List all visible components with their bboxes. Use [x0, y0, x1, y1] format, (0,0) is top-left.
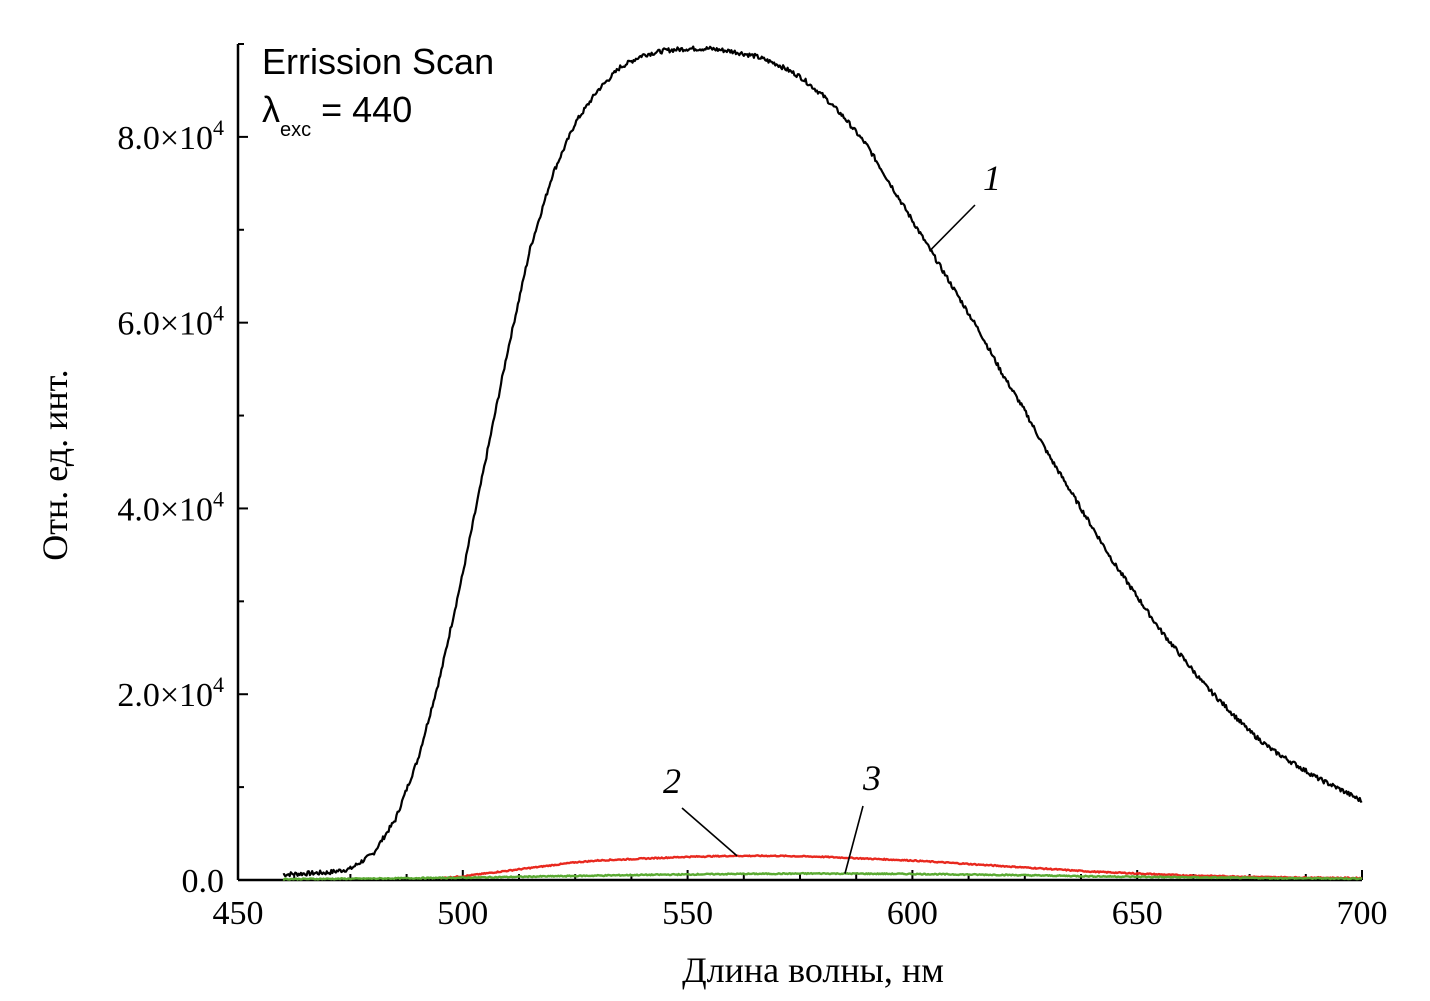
y-tick-label: 4.0×104 [117, 486, 224, 528]
y-tick-label: 8.0×104 [117, 115, 224, 157]
x-tick-label: 500 [437, 895, 488, 932]
tick-labels: 450 500 550 600 650 700 0.0 2.0×104 4.0×104 6.0×1… [117, 115, 1387, 932]
curve-label-1: 1 [983, 158, 1001, 198]
annotation-scan-title: Errission Scan [262, 41, 494, 82]
callout-leader-2 [681, 807, 738, 857]
annotation-excitation: λexc = 440 [262, 89, 412, 141]
y-tick-label: 0.0 [182, 863, 225, 900]
axes [236, 43, 1363, 882]
y-axis-label: Отн. ед. инт. [35, 369, 75, 560]
x-tick-label: 650 [1112, 895, 1163, 932]
curve-label-2: 2 [663, 761, 681, 801]
x-tick-label: 700 [1337, 895, 1388, 932]
series-line-3 [282, 871, 1363, 881]
y-tick-label: 6.0×104 [117, 301, 224, 343]
series-line-2 [439, 854, 1363, 880]
lambda-symbol: λ [262, 89, 280, 130]
curve-label-3: 3 [862, 758, 881, 798]
lambda-subscript: exc [280, 119, 311, 141]
x-tick-label: 450 [213, 895, 264, 932]
lambda-value: = 440 [311, 89, 412, 130]
x-tick-label: 550 [662, 895, 713, 932]
callout-leader-3 [844, 805, 864, 874]
x-tick-label: 600 [887, 895, 938, 932]
x-axis-label: Длина волны, нм [682, 950, 944, 990]
y-tick-label: 2.0×104 [117, 672, 224, 714]
curve-callouts: 1 2 3 [663, 158, 1001, 874]
callout-leader-1 [929, 204, 976, 251]
series-layer [282, 45, 1363, 881]
series-line-1 [282, 45, 1363, 878]
